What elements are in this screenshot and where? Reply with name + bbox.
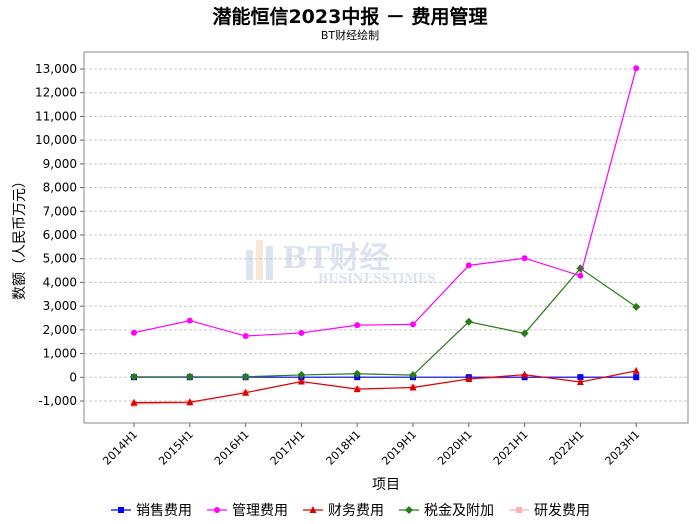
y-axis: -1,000 0 1,000 2,000 3,000 4,000 5,000 6,000 7,0… <box>35 62 84 408</box>
data-point <box>214 507 220 513</box>
data-point <box>409 371 417 380</box>
data-point <box>410 321 416 328</box>
y-tick-label: 5,000 <box>43 252 77 266</box>
data-point <box>186 398 194 406</box>
data-point <box>353 369 362 378</box>
x-tick-label: 2017H1 <box>268 428 308 468</box>
chart-subtitle: BT财经绘制 <box>320 29 380 42</box>
x-tick-label: 2014H1 <box>100 428 140 468</box>
y-tick-label: 13,000 <box>35 62 77 76</box>
data-point <box>298 329 305 336</box>
legend-swatch <box>207 507 227 513</box>
data-point <box>242 388 250 396</box>
data-point <box>516 507 522 513</box>
x-tick-label: 2016H1 <box>212 428 252 468</box>
data-point <box>130 372 138 381</box>
legend-swatch <box>111 507 131 513</box>
y-tick-label: 11,000 <box>35 109 77 123</box>
data-point <box>521 370 529 378</box>
data-point <box>309 506 317 513</box>
legend-label: 管理费用 <box>232 503 288 519</box>
y-tick-label: 9,000 <box>43 157 77 171</box>
series-line <box>133 370 637 404</box>
y-tick-label: 12,000 <box>35 86 77 100</box>
data-point <box>577 374 584 381</box>
data-point <box>130 398 138 406</box>
x-tick-label: 2020H1 <box>435 428 475 468</box>
y-tick-label: 1,000 <box>43 347 77 361</box>
x-tick-label: 2019H1 <box>379 428 419 468</box>
plot-area <box>83 51 689 424</box>
data-point <box>186 317 193 324</box>
data-point <box>633 374 640 381</box>
y-tick-label: 0 <box>69 370 77 384</box>
y-tick-label: 8,000 <box>43 181 77 195</box>
data-point <box>520 329 529 338</box>
y-tick-label: 3,000 <box>43 299 77 313</box>
series <box>130 366 640 406</box>
data-point <box>131 329 137 336</box>
legend-swatch <box>399 506 419 514</box>
data-point <box>464 317 473 326</box>
data-point <box>405 506 413 514</box>
data-point <box>521 255 528 262</box>
x-tick-label: 2022H1 <box>547 428 587 468</box>
watermark-logo-bar <box>266 246 273 280</box>
x-tick-label: 2015H1 <box>156 428 196 468</box>
legend-item: 销售费用 <box>110 500 192 520</box>
x-axis-title: 项目 <box>372 477 400 493</box>
data-point <box>632 366 640 374</box>
data-point <box>118 507 124 513</box>
legend-label: 税金及附加 <box>424 503 494 519</box>
data-point <box>297 370 306 379</box>
chart-svg: BT财经 BUSINESSTIMES -1,00001,0002,0003,00… <box>12 51 689 493</box>
legend-label: 研发费用 <box>534 503 590 519</box>
y-tick-label: -1,000 <box>38 394 77 408</box>
legend-label: 财务费用 <box>328 503 384 519</box>
data-point <box>185 372 194 381</box>
y-tick-label: 4,000 <box>43 275 77 289</box>
chart-title: 潜能恒信2023中报 － 费用管理 <box>212 6 488 28</box>
watermark-en: BUSINESSTIMES <box>318 271 436 285</box>
legend-swatch <box>509 507 529 513</box>
data-point <box>297 377 305 385</box>
series <box>131 65 640 340</box>
series-layer <box>130 65 641 407</box>
series-line <box>133 68 637 337</box>
data-point <box>409 383 417 391</box>
x-tick-label: 2021H1 <box>491 428 531 468</box>
data-point <box>465 262 472 269</box>
legend-item: 财务费用 <box>302 500 384 520</box>
watermark-logo-bar <box>246 250 253 280</box>
y-tick-label: 6,000 <box>43 228 77 242</box>
data-point <box>353 385 361 393</box>
data-point <box>632 302 641 311</box>
legend-item: 税金及附加 <box>398 500 494 520</box>
x-tick-label: 2018H1 <box>324 428 364 468</box>
data-point <box>576 378 584 386</box>
legend-swatch <box>303 506 323 513</box>
data-point <box>633 65 640 72</box>
data-point <box>241 372 250 381</box>
y-tick-label: 7,000 <box>43 204 77 218</box>
series-line <box>134 267 637 378</box>
data-point <box>465 374 473 382</box>
data-point <box>242 333 249 340</box>
legend-label: 销售费用 <box>136 503 192 519</box>
series <box>130 264 641 381</box>
y-axis-title: 数额（人民币万元） <box>12 174 28 300</box>
legend-item: 研发费用 <box>508 500 590 520</box>
legend-item: 管理费用 <box>206 500 288 520</box>
data-point <box>577 272 584 279</box>
watermark-logo-bar <box>256 240 263 280</box>
x-tick-label: 2023H1 <box>603 428 643 468</box>
x-axis: 2014H1 2015H1 2016H1 2017H1 2018H1 2019H1 2020… <box>100 423 642 468</box>
data-point <box>354 322 361 329</box>
y-tick-label: 10,000 <box>35 133 77 147</box>
legend: 销售费用 管理费用 财务费用 税金及附加 研发费用 <box>0 500 700 520</box>
y-tick-label: 2,000 <box>43 323 77 337</box>
